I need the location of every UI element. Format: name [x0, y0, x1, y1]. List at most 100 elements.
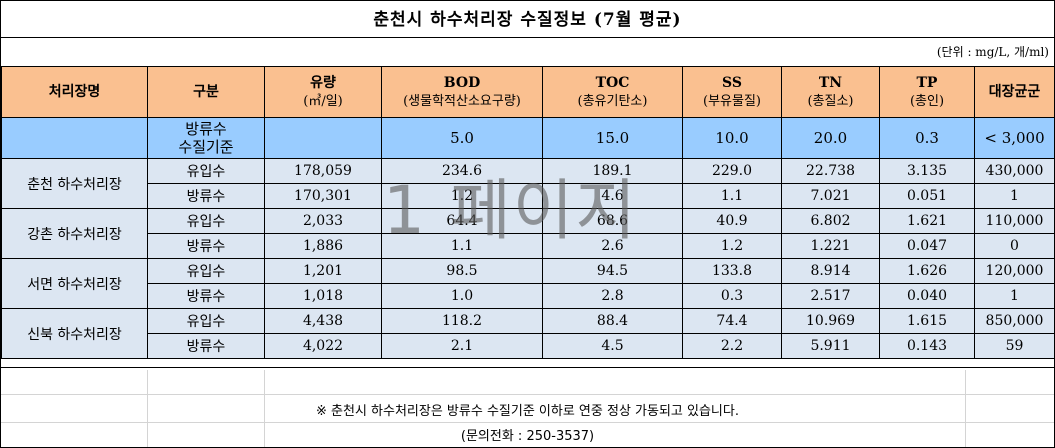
gridline [264, 370, 265, 448]
cell-toc: 4.5 [542, 333, 683, 359]
cell-ss: 133.8 [682, 258, 782, 284]
unit-row: (단위 : mg/L, 개/ml) [0, 37, 1055, 66]
row-type: 방류수 [147, 333, 265, 359]
cell-coliform: 0 [974, 233, 1055, 259]
header-row: 처리장명 구분 유량 (㎥/일) BOD (생물학적산소요구량) TOC (총유기탄소… [1, 66, 1055, 118]
cell-bod: 64.4 [381, 208, 543, 234]
cell-toc: 2.6 [542, 233, 683, 259]
cell-toc: 189.1 [542, 158, 683, 184]
cell-ss: 1.2 [682, 233, 782, 259]
row-type: 유입수 [147, 208, 265, 234]
row-type: 유입수 [147, 258, 265, 284]
header-flow: 유량 (㎥/일) [264, 66, 382, 118]
cell-toc: 88.4 [542, 308, 683, 334]
plant-name: 신북 하수처리장 [1, 308, 148, 359]
header-category: 구분 [147, 66, 265, 118]
cell-tp: 0.051 [879, 183, 975, 209]
cell-tn: 10.969 [781, 308, 880, 334]
cell-tp: 1.615 [879, 308, 975, 334]
cell-toc: 2.8 [542, 283, 683, 309]
contact-info: (문의전화 : 250-3537) [460, 429, 595, 444]
cell-tp: 3.135 [879, 158, 975, 184]
plant-name: 춘천 하수처리장 [1, 158, 148, 209]
cell-tp: 0.040 [879, 283, 975, 309]
cell-bod: 98.5 [381, 258, 543, 284]
cell-coliform: 1 [974, 183, 1055, 209]
cell-bod: 118.2 [381, 308, 543, 334]
cell-coliform: 430,000 [974, 158, 1055, 184]
table-row: 방류수 4,022 2.1 4.5 2.2 5.911 0.143 59 [2, 333, 1055, 359]
cell-tp: 1.626 [879, 258, 975, 284]
standard-tp: 0.3 [879, 117, 975, 159]
cell-coliform: 1 [974, 283, 1055, 309]
cell-coliform: 120,000 [974, 258, 1055, 284]
standard-label: 방류수 수질기준 [147, 117, 265, 159]
cell-tp: 0.143 [879, 333, 975, 359]
plant-name: 강촌 하수처리장 [1, 208, 148, 259]
cell-bod: 1.2 [381, 183, 543, 209]
water-quality-table: 처리장명 구분 유량 (㎥/일) BOD (생물학적산소요구량) TOC (총유기탄소… [1, 66, 1055, 359]
cell-flow: 2,033 [264, 208, 382, 234]
cell-flow: 178,059 [264, 158, 382, 184]
row-type: 방류수 [147, 283, 265, 309]
cell-bod: 1.0 [381, 283, 543, 309]
cell-coliform: 110,000 [974, 208, 1055, 234]
cell-ss: 40.9 [682, 208, 782, 234]
footnote: ※ 춘천시 하수처리장은 방류수 수질기준 이하로 연중 정상 가동되고 있습니… [316, 404, 739, 419]
cell-tn: 8.914 [781, 258, 880, 284]
cell-ss: 74.4 [682, 308, 782, 334]
cell-coliform: 59 [974, 333, 1055, 359]
standard-flow [264, 117, 382, 159]
cell-ss: 2.2 [682, 333, 782, 359]
header-bod: BOD (생물학적산소요구량) [381, 66, 543, 118]
cell-tn: 22.738 [781, 158, 880, 184]
table-row: 방류수 1,886 1.1 2.6 1.2 1.221 0.047 0 [2, 233, 1055, 259]
header-tp: TP (총인) [879, 66, 975, 118]
standard-tn: 20.0 [781, 117, 880, 159]
standard-ss: 10.0 [682, 117, 782, 159]
row-type: 방류수 [147, 233, 265, 259]
cell-flow: 1,018 [264, 283, 382, 309]
header-plant-name: 처리장명 [1, 66, 148, 118]
empty-grid-area [0, 370, 1055, 448]
row-type: 유입수 [147, 308, 265, 334]
cell-ss: 229.0 [682, 158, 782, 184]
cell-toc: 94.5 [542, 258, 683, 284]
standard-row: 방류수 수질기준 5.0 15.0 10.0 20.0 0.3 < 3,000 [1, 117, 1055, 159]
cell-flow: 1,886 [264, 233, 382, 259]
cell-flow: 4,022 [264, 333, 382, 359]
page-title: 춘천시 하수처리장 수질정보 (7월 평균) [0, 0, 1055, 38]
header-ss: SS (부유물질) [682, 66, 782, 118]
header-tn: TN (총질소) [781, 66, 880, 118]
cell-tn: 2.517 [781, 283, 880, 309]
table-row: 방류수 1,018 1.0 2.8 0.3 2.517 0.040 1 [2, 283, 1055, 309]
cell-tn: 1.221 [781, 233, 880, 259]
header-coliform: 대장균군 [974, 66, 1055, 118]
gridline [147, 370, 148, 448]
gridline [0, 394, 1055, 395]
header-toc: TOC (총유기탄소) [542, 66, 683, 118]
cell-toc: 68.6 [542, 208, 683, 234]
cell-bod: 2.1 [381, 333, 543, 359]
cell-toc: 4.6 [542, 183, 683, 209]
cell-bod: 234.6 [381, 158, 543, 184]
cell-flow: 170,301 [264, 183, 382, 209]
cell-bod: 1.1 [381, 233, 543, 259]
gridline [0, 422, 1055, 423]
cell-flow: 1,201 [264, 258, 382, 284]
unit-note: (단위 : mg/L, 개/ml) [936, 45, 1049, 59]
row-type: 방류수 [147, 183, 265, 209]
cell-tp: 1.621 [879, 208, 975, 234]
standard-blank [1, 117, 148, 159]
table-row: 서면 하수처리장 유입수 1,201 98.5 94.5 133.8 8.914… [1, 258, 1055, 309]
gridline [965, 370, 966, 448]
cell-tn: 7.021 [781, 183, 880, 209]
cell-coliform: 850,000 [974, 308, 1055, 334]
cell-tp: 0.047 [879, 233, 975, 259]
table-row: 강촌 하수처리장 유입수 2,033 64.4 68.6 40.9 6.802 … [1, 208, 1055, 259]
cell-ss: 0.3 [682, 283, 782, 309]
standard-toc: 15.0 [542, 117, 683, 159]
standard-bod: 5.0 [381, 117, 543, 159]
plant-name: 서면 하수처리장 [1, 258, 148, 309]
